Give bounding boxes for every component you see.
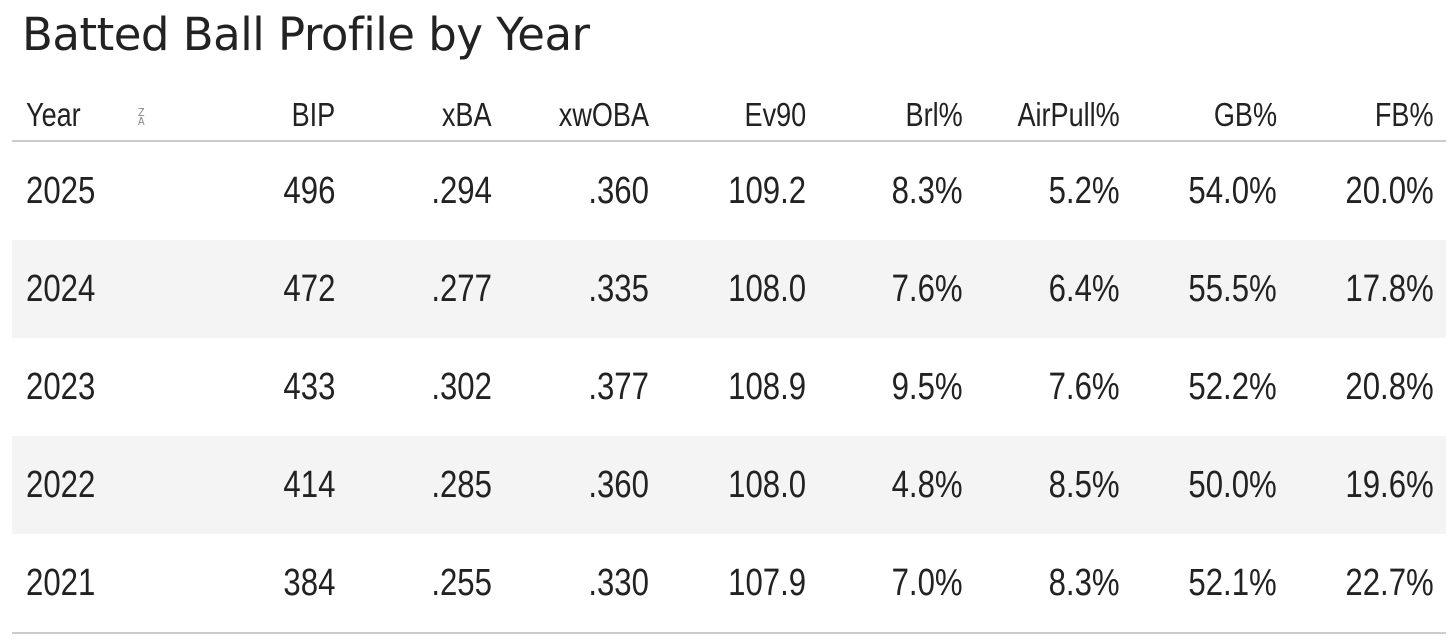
table-row: 2024 472 .277 .335 108.0 7.6% 6.4% 55.5%… (12, 240, 1446, 338)
table-row: 2025 496 .294 .360 109.2 8.3% 5.2% 54.0%… (12, 141, 1446, 240)
table-row: 2021 384 .255 .330 107.9 7.0% 8.3% 52.1%… (12, 534, 1446, 634)
cell-xwoba: .330 (492, 534, 649, 634)
table-row: 2023 433 .302 .377 108.9 9.5% 7.6% 52.2%… (12, 338, 1446, 436)
cell-xba: .302 (431, 365, 492, 408)
cell-year: 2025 (26, 169, 96, 212)
cell-brl-pct: 8.3% (891, 169, 963, 212)
cell-fb-pct: 19.6% (1277, 436, 1446, 534)
column-header-xba[interactable]: xBA (335, 90, 492, 142)
column-header-bip[interactable]: BIP (192, 90, 335, 142)
cell-brl-pct: 9.5% (891, 365, 963, 408)
cell-ev90: 108.0 (649, 436, 806, 534)
cell-fb-pct: 22.7% (1277, 534, 1446, 634)
column-header-ev90[interactable]: Ev90 (649, 90, 806, 142)
cell-xba: .294 (431, 169, 492, 212)
cell-gb-pct: 55.5% (1120, 240, 1277, 338)
cell-ev90: 108.0 (649, 240, 806, 338)
column-header-airpull-pct[interactable]: AirPull% (963, 90, 1120, 142)
table-row: 2022 414 .285 .360 108.0 4.8% 8.5% 50.0%… (12, 436, 1446, 534)
cell-xwoba: .377 (588, 365, 649, 408)
cell-airpull-pct: 8.5% (963, 436, 1120, 534)
column-header-fb-pct[interactable]: FB% (1277, 90, 1446, 142)
cell-bip: 496 (283, 169, 335, 212)
cell-xba: .277 (335, 240, 492, 338)
cell-gb-pct: 52.1% (1120, 534, 1277, 634)
column-header-label: AirPull% (1017, 96, 1120, 133)
cell-gb-pct: 54.0% (1188, 169, 1277, 212)
column-header-label: Ev90 (744, 96, 806, 133)
column-header-label: BIP (291, 96, 335, 133)
cell-brl-pct: 4.8% (806, 436, 963, 534)
column-header-label: xBA (442, 96, 492, 133)
sort-icon-bottom-letter: A (137, 115, 145, 129)
cell-ev90: 109.2 (728, 169, 806, 212)
cell-bip: 433 (283, 365, 335, 408)
table-title: Batted Ball Profile by Year (22, 8, 590, 61)
column-header-gb-pct[interactable]: GB% (1120, 90, 1277, 142)
cell-brl-pct: 7.0% (806, 534, 963, 634)
cell-xba: .255 (335, 534, 492, 634)
cell-airpull-pct: 5.2% (1048, 169, 1120, 212)
cell-year: 2023 (26, 365, 96, 408)
column-header-label: Brl% (905, 96, 963, 133)
cell-bip: 384 (192, 534, 335, 634)
cell-bip: 472 (192, 240, 335, 338)
cell-xwoba: .335 (492, 240, 649, 338)
table-body: 2025 496 .294 .360 109.2 8.3% 5.2% 54.0%… (12, 141, 1446, 634)
column-header-xwoba[interactable]: xwOBA (492, 90, 649, 142)
column-header-label: GB% (1213, 96, 1277, 133)
column-header-label: xwOBA (558, 96, 649, 133)
column-header-brl-pct[interactable]: Brl% (806, 90, 963, 142)
cell-xwoba: .360 (588, 169, 649, 212)
cell-airpull-pct: 8.3% (963, 534, 1120, 634)
column-header-label: FB% (1375, 96, 1434, 133)
cell-year: 2024 (12, 240, 192, 338)
cell-gb-pct: 50.0% (1120, 436, 1277, 534)
cell-fb-pct: 17.8% (1277, 240, 1446, 338)
cell-airpull-pct: 7.6% (1048, 365, 1120, 408)
cell-brl-pct: 7.6% (806, 240, 963, 338)
cell-xba: .285 (335, 436, 492, 534)
cell-year: 2022 (12, 436, 192, 534)
cell-bip: 414 (192, 436, 335, 534)
cell-xwoba: .360 (492, 436, 649, 534)
column-header-label: Year (26, 96, 81, 133)
sort-icon-top-letter: Z (137, 106, 145, 120)
cell-fb-pct: 20.8% (1345, 365, 1434, 408)
cell-gb-pct: 52.2% (1188, 365, 1277, 408)
cell-year: 2021 (12, 534, 192, 634)
cell-fb-pct: 20.0% (1345, 169, 1434, 212)
cell-airpull-pct: 6.4% (963, 240, 1120, 338)
cell-ev90: 107.9 (649, 534, 806, 634)
cell-ev90: 108.9 (728, 365, 806, 408)
